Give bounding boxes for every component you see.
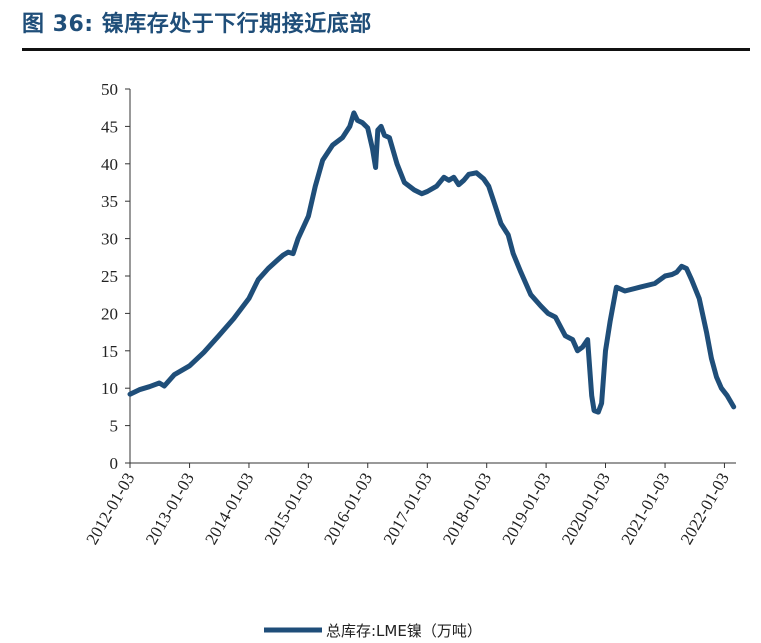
x-tick-label: 2016-01-03	[320, 470, 376, 548]
y-tick-label: 50	[101, 80, 118, 99]
x-tick-label: 2019-01-03	[498, 470, 554, 548]
x-tick-label: 2014-01-03	[201, 470, 257, 548]
y-tick-label: 35	[101, 192, 118, 211]
series-layer	[127, 110, 737, 415]
y-tick-label: 5	[110, 417, 119, 436]
y-axis: 0 5 10 15 20 25 30 35 40 45 50	[101, 80, 131, 473]
x-tick-label: 2013-01-03	[142, 470, 198, 548]
x-tick-label: 2018-01-03	[439, 470, 495, 548]
x-tick-label: 2012-01-03	[82, 470, 138, 548]
legend: 总库存:LME镍（万吨）	[264, 622, 482, 640]
y-tick-label: 0	[110, 454, 119, 473]
series-line-nickel-inventory	[127, 110, 737, 415]
x-tick-label: 2020-01-03	[558, 470, 614, 548]
y-tick-label: 30	[101, 230, 118, 249]
y-tick-label: 25	[101, 267, 118, 286]
x-tick-label: 2022-01-03	[677, 470, 733, 548]
y-tick-label: 45	[101, 117, 118, 136]
y-tick-label: 20	[101, 304, 118, 323]
title-rule	[22, 48, 750, 51]
figure-title: 图 36: 镍库存处于下行期接近底部	[22, 12, 372, 37]
y-tick-label: 10	[101, 379, 118, 398]
x-tick-label: 2017-01-03	[380, 470, 436, 548]
y-tick-label: 15	[101, 342, 118, 361]
legend-label: 总库存:LME镍（万吨）	[326, 622, 482, 640]
x-axis: 2012-01-03 2013-01-03 2014-01-03 2015-01-03…	[82, 462, 736, 548]
x-tick-label: 2021-01-03	[617, 470, 673, 548]
y-tick-label: 40	[101, 155, 118, 174]
x-tick-label: 2015-01-03	[261, 470, 317, 548]
